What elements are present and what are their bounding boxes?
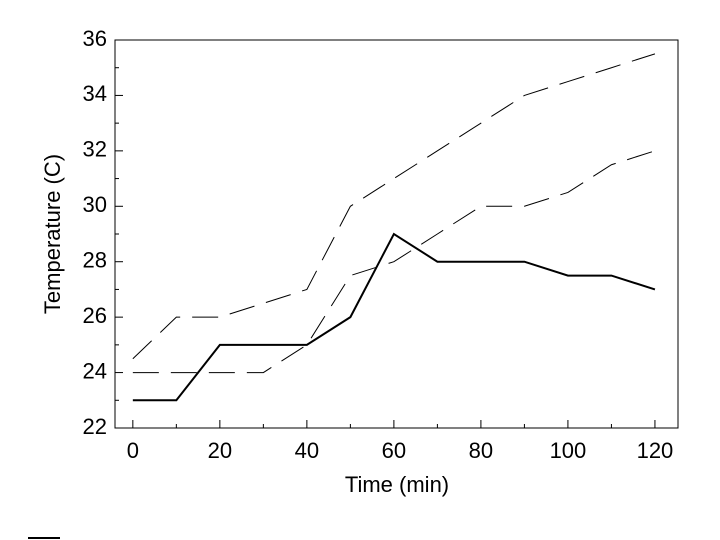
y-tick-label: 26 <box>83 303 107 328</box>
x-tick-label: 60 <box>382 438 406 463</box>
y-axis-label: Temperature (C) <box>40 154 65 314</box>
series-line <box>132 150 656 374</box>
x-tick-label: 20 <box>208 438 232 463</box>
series-line <box>132 53 656 360</box>
y-tick-label: 32 <box>83 137 107 162</box>
series-line <box>132 232 656 402</box>
x-tick-label: 80 <box>469 438 493 463</box>
x-tick-label: 0 <box>127 438 139 463</box>
y-tick-label: 30 <box>83 192 107 217</box>
y-tick-label: 24 <box>83 358 107 383</box>
x-axis-label: Time (min) <box>345 472 449 497</box>
y-tick-label: 36 <box>83 26 107 51</box>
x-tick-label: 100 <box>550 438 587 463</box>
x-tick-label: 40 <box>295 438 319 463</box>
y-tick-label: 22 <box>83 414 107 439</box>
y-tick-label: 28 <box>83 248 107 273</box>
x-tick-label: 120 <box>637 438 674 463</box>
y-tick-label: 34 <box>83 81 107 106</box>
